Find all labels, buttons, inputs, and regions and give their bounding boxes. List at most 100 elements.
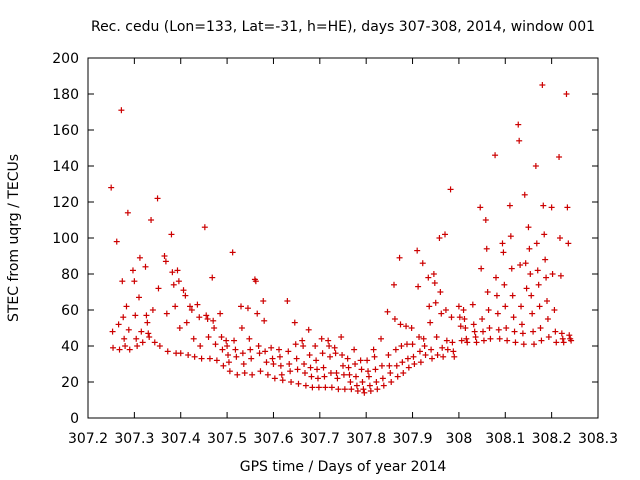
data-point (451, 353, 458, 360)
data-point (307, 364, 314, 371)
data-point (261, 317, 268, 324)
data-point (566, 332, 573, 339)
y-tick-label: 160 (52, 123, 79, 139)
data-point (416, 334, 423, 340)
data-point (411, 361, 418, 367)
data-point (249, 371, 256, 378)
data-point (385, 352, 392, 358)
data-point (504, 337, 511, 344)
data-point (542, 256, 549, 263)
data-point (231, 337, 238, 344)
data-point (380, 382, 387, 389)
data-point (124, 209, 131, 216)
data-point (443, 337, 450, 344)
data-point (145, 330, 152, 337)
data-point (535, 281, 542, 288)
data-point (255, 343, 262, 349)
data-point (534, 267, 541, 274)
data-point (268, 344, 275, 351)
data-point (161, 253, 168, 259)
data-point (241, 370, 248, 376)
data-point (239, 350, 246, 357)
data-point (247, 346, 254, 353)
data-point (148, 217, 155, 223)
data-point (180, 287, 187, 294)
data-point (442, 231, 448, 238)
data-point (326, 343, 333, 349)
data-point (433, 334, 440, 340)
data-point (391, 316, 398, 322)
data-point (533, 240, 540, 247)
data-point (313, 357, 320, 364)
data-point (540, 202, 547, 209)
data-point (110, 344, 117, 351)
data-point (564, 204, 571, 211)
data-point (449, 339, 456, 346)
data-point (552, 328, 559, 335)
data-point (188, 307, 195, 313)
data-point (365, 373, 372, 380)
data-point (240, 361, 247, 367)
data-point (493, 292, 500, 299)
data-point (416, 348, 423, 355)
data-point (525, 224, 532, 231)
data-point (367, 388, 374, 394)
data-point (378, 335, 385, 342)
data-point (120, 314, 127, 321)
data-point (246, 335, 253, 342)
data-point (169, 269, 176, 276)
data-point (493, 274, 499, 281)
y-tick-label: 60 (61, 303, 79, 319)
data-point (539, 82, 546, 88)
data-point (499, 240, 506, 247)
data-point (448, 314, 455, 321)
data-point (523, 285, 530, 292)
data-point (225, 352, 232, 358)
data-point (471, 328, 478, 335)
data-point (340, 362, 346, 369)
data-point (422, 352, 429, 358)
y-tick-label: 80 (61, 267, 79, 283)
data-point (496, 335, 503, 342)
data-point (183, 319, 190, 326)
x-tick-label: 307.5 (207, 431, 247, 447)
data-point (301, 361, 308, 367)
data-point (279, 377, 286, 384)
data-point (325, 337, 332, 344)
data-point (360, 386, 367, 393)
data-point (333, 370, 340, 376)
data-point (278, 371, 285, 378)
x-tick-label: 307.7 (300, 431, 340, 447)
data-point (238, 325, 245, 331)
data-point (347, 379, 354, 385)
y-tick-label: 40 (61, 339, 79, 355)
data-point (400, 370, 407, 376)
data-point (510, 314, 517, 321)
data-point (174, 267, 181, 274)
data-point (436, 235, 443, 241)
data-point (409, 341, 416, 348)
data-point (557, 272, 564, 279)
data-point (286, 361, 293, 367)
data-point (121, 335, 128, 342)
data-point (462, 325, 469, 331)
x-tick-label: 307.8 (346, 431, 386, 447)
data-point (399, 359, 406, 366)
data-point (234, 371, 241, 378)
data-point (384, 308, 391, 315)
data-point (392, 346, 399, 353)
data-point (354, 388, 361, 394)
data-point (560, 339, 567, 346)
data-point (123, 303, 130, 310)
data-point (302, 382, 309, 389)
data-point (340, 371, 347, 378)
data-point (149, 307, 156, 313)
data-point (164, 348, 171, 355)
data-point (507, 233, 514, 240)
data-point (209, 274, 216, 281)
x-tick-label: 308 (446, 431, 473, 447)
data-point (463, 335, 470, 342)
data-point (146, 334, 153, 340)
x-tick-label: 307.2 (68, 431, 108, 447)
data-point (543, 274, 550, 281)
